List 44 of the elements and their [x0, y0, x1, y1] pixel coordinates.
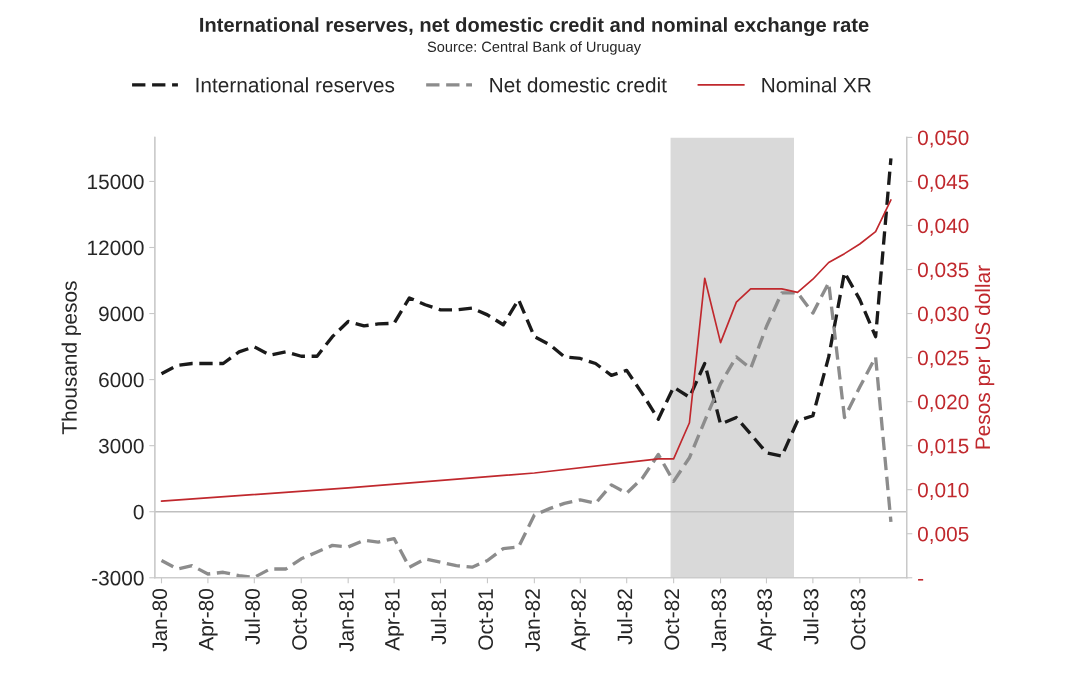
x-tick-label: Oct-81	[478, 589, 494, 650]
chart-title: International reserves, net domestic credit and nominal exchange rate	[200, 17, 869, 37]
y2-tick-label: -	[918, 578, 924, 581]
line-series	[160, 199, 892, 502]
x-tick-label: Oct-83	[850, 589, 866, 650]
chart-subtitle: Source: Central Bank of Uruguay	[427, 41, 641, 55]
y2-tick-label: 0,045	[917, 174, 969, 192]
x-tick-label: Jan-82	[525, 589, 540, 652]
legend-label: Net domestic credit	[490, 77, 667, 93]
y-tick-label: 6000	[99, 372, 144, 388]
legend-label: Nominal XR	[762, 77, 871, 93]
x-tick-label: Jul-80	[244, 588, 260, 645]
y2-tick-label: 0,025	[917, 350, 969, 368]
y2-tick-label: 0,020	[917, 394, 969, 412]
y2-tick-label: 0,005	[917, 526, 969, 544]
x-tick-label: Jul-83	[803, 589, 819, 645]
x-tick-label: Jan-81	[339, 589, 354, 652]
y-tick-label: 12000	[88, 240, 144, 256]
x-tick-label: Jul-81	[430, 589, 447, 645]
y-tick-label: 9000	[99, 306, 144, 322]
y2-tick-label: 0,040	[917, 218, 969, 236]
y-axis-title: Thousand pesos	[61, 281, 81, 435]
y2-tick-label: 0,030	[917, 306, 969, 324]
line-series	[159, 156, 893, 458]
legend-label: International reserves	[196, 77, 395, 93]
y2-tick-label: 0,015	[917, 438, 969, 456]
y-tick-label: 3000	[98, 438, 144, 454]
x-tick-label: Oct-82	[664, 589, 680, 650]
x-tick-label: Jul-82	[616, 589, 633, 645]
x-tick-label: Jan-80	[152, 588, 168, 652]
line-series	[159, 281, 893, 578]
y2-axis-title: Pesos per US dollar	[974, 265, 995, 449]
y-tick-label: 0	[133, 504, 144, 520]
y-tick-label: -3000	[92, 570, 144, 586]
x-tick-label: Jan-83	[711, 589, 727, 652]
x-tick-label: Oct-80	[292, 588, 307, 650]
y2-tick-label: 0,010	[917, 482, 969, 500]
y2-tick-label: 0,035	[917, 262, 969, 280]
y2-tick-label: 0,050	[917, 130, 969, 148]
x-tick-label: Apr-82	[571, 589, 590, 651]
x-tick-label: Apr-81	[384, 589, 404, 651]
y-tick-label: 15000	[88, 174, 144, 190]
x-tick-label: Apr-83	[757, 589, 777, 651]
x-tick-label: Apr-80	[198, 588, 218, 651]
